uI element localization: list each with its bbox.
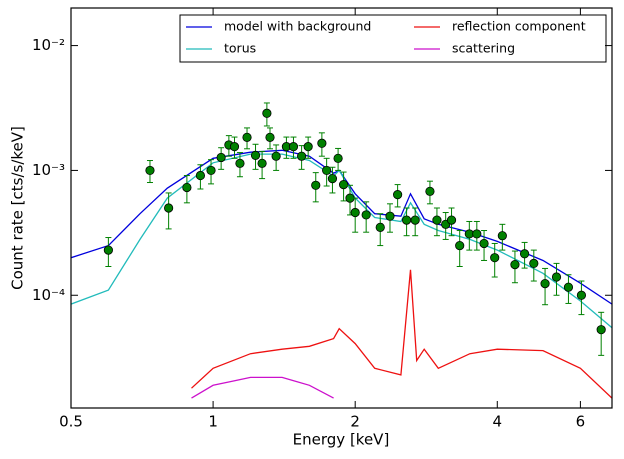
data-point — [385, 211, 395, 221]
data-point — [297, 151, 307, 161]
data-point — [145, 165, 155, 176]
y-tick-label: 10⁻⁴ — [32, 286, 65, 304]
data-point — [322, 165, 332, 176]
data-point — [195, 170, 206, 181]
x-tick-label: 2 — [350, 413, 360, 431]
data-point — [519, 249, 530, 259]
data-point — [375, 222, 385, 232]
data-point — [472, 229, 482, 239]
data-point — [393, 190, 403, 200]
data-point — [410, 215, 420, 225]
plot-frame — [70, 7, 613, 409]
data-point — [540, 278, 550, 289]
data-point — [229, 142, 240, 152]
x-tick-label: 4 — [493, 413, 503, 431]
data-point — [317, 138, 327, 148]
data-point — [333, 153, 343, 163]
x-tick-label: 1 — [208, 413, 218, 431]
data-point — [510, 260, 520, 270]
data-point — [529, 258, 539, 268]
data-point — [327, 173, 338, 184]
data-point — [490, 253, 500, 263]
series-line — [191, 376, 334, 399]
data-point — [596, 325, 606, 335]
y-axis-label: Count rate [cts/s/keV] — [9, 126, 27, 290]
data-point — [479, 238, 489, 249]
data-point — [235, 158, 245, 168]
data-point — [455, 240, 465, 251]
data-point — [303, 142, 313, 152]
data-point — [311, 180, 321, 190]
legend-label: model with background — [224, 19, 371, 34]
data-point — [350, 207, 360, 218]
data-point — [265, 132, 275, 142]
data-point — [551, 272, 562, 282]
data-point — [338, 179, 349, 190]
data-point — [497, 231, 507, 241]
data-point — [563, 282, 574, 292]
series-line — [71, 149, 612, 305]
data-point — [164, 203, 174, 213]
legend-label: scattering — [452, 41, 515, 56]
data-point — [288, 142, 299, 152]
x-tick-label: 0.5 — [59, 413, 83, 431]
data-point — [576, 290, 587, 300]
plot-area — [71, 102, 612, 399]
x-tick-label: 6 — [576, 413, 586, 431]
legend-label: reflection component — [452, 19, 586, 34]
data-point — [271, 151, 281, 161]
data-point — [446, 215, 457, 225]
data-point — [206, 165, 216, 176]
data-point — [250, 150, 261, 160]
legend-box — [179, 14, 607, 63]
y-tick-label: 10⁻² — [32, 36, 65, 54]
data-point — [401, 215, 412, 225]
data-point — [257, 158, 267, 168]
data-point — [262, 108, 272, 118]
data-point — [432, 215, 442, 225]
data-point — [242, 132, 252, 142]
y-tick-label: 10⁻³ — [32, 161, 65, 179]
legend-label: torus — [224, 41, 256, 56]
series-line — [191, 269, 612, 399]
data-point — [361, 210, 371, 220]
data-point — [182, 182, 192, 193]
data-point — [103, 245, 113, 255]
data-point — [216, 152, 226, 163]
data-point — [425, 186, 435, 196]
x-axis-label: Energy [keV] — [293, 431, 390, 449]
